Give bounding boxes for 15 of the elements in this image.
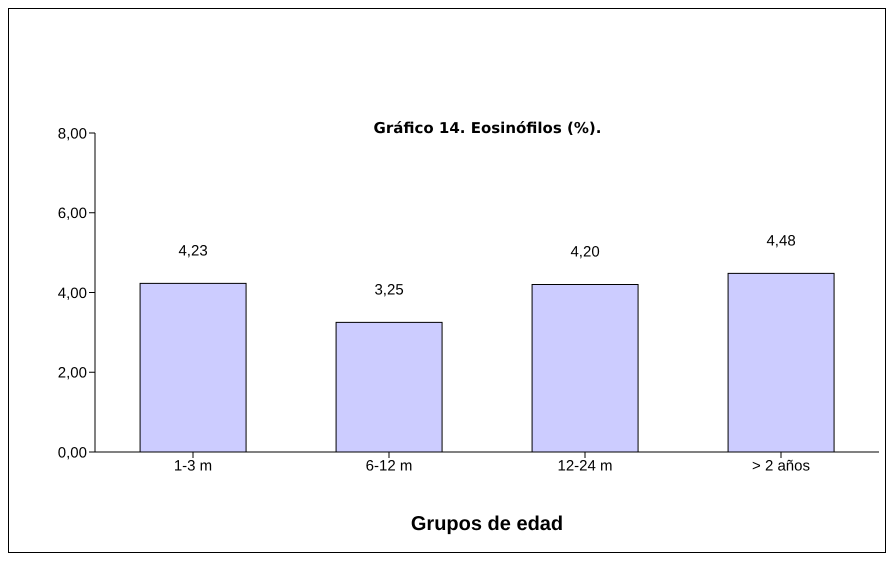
y-tick-label: 8,00 [58, 125, 87, 142]
y-tick-label: 2,00 [58, 364, 87, 382]
y-tick-label: 0,00 [58, 444, 87, 462]
chart-title: Gráfico 14. Eosinófilos (%). [372, 119, 602, 137]
x-tick-label: 6-12 m [366, 458, 412, 475]
y-tick-label: 6,00 [58, 205, 87, 222]
x-tick-label: > 2 años [752, 458, 810, 475]
x-tick-label: 12-24 m [557, 458, 613, 475]
x-tick-label: 1-3 m [174, 458, 212, 475]
data-label: 4,20 [570, 244, 600, 261]
data-label: 4,48 [766, 232, 796, 250]
y-tick-label: 4,00 [58, 284, 87, 302]
data-label: 3,25 [374, 281, 404, 298]
x-axis-title: Grupos de edad [410, 513, 564, 535]
data-label: 4,23 [178, 242, 208, 260]
